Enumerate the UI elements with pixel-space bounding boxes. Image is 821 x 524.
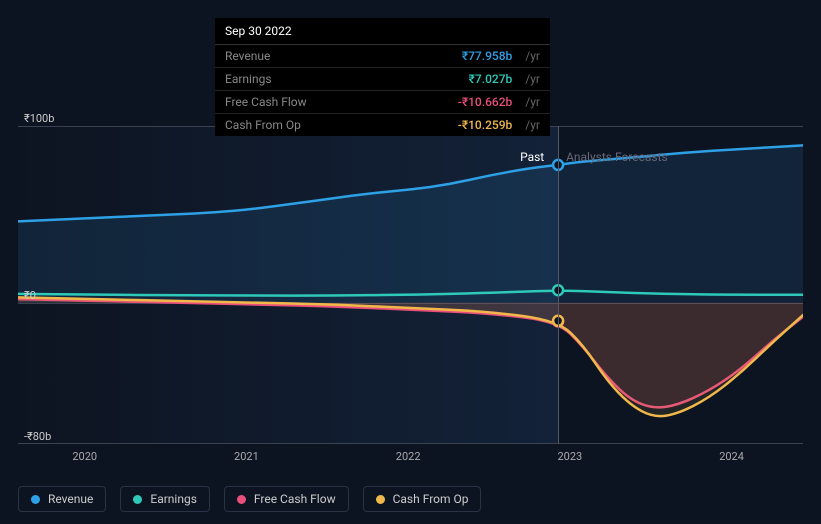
tooltip-row: Cash From Op -₹10.259b/yr: [215, 114, 550, 136]
y-tick-top: ₹100b: [24, 112, 54, 125]
tooltip-row-label: Earnings: [225, 72, 459, 86]
tooltip-row-unit: /yr: [525, 72, 540, 86]
chart-container: Sep 30 2022 Revenue ₹77.958b/yr Earnings ₹7…: [0, 0, 821, 524]
legend-item[interactable]: Earnings: [120, 486, 210, 512]
series-fill: [18, 145, 803, 302]
tooltip-row-value: -₹10.662b: [458, 95, 513, 109]
tooltip-row-value: ₹7.027b: [469, 72, 513, 86]
x-tick: 2023: [557, 450, 582, 463]
past-label: Past: [520, 150, 544, 164]
legend-label: Revenue: [48, 492, 93, 506]
tooltip-row-value: -₹10.259b: [458, 118, 513, 132]
tooltip-date: Sep 30 2022: [215, 18, 550, 45]
tooltip-row-label: Cash From Op: [225, 118, 448, 132]
tooltip-row: Revenue ₹77.958b/yr: [215, 45, 550, 68]
x-tick: 2021: [234, 450, 259, 463]
x-tick: 2022: [396, 450, 421, 463]
legend-label: Free Cash Flow: [254, 492, 336, 506]
tooltip-row: Free Cash Flow -₹10.662b/yr: [215, 91, 550, 114]
legend-swatch: [31, 495, 40, 504]
tooltip-row-label: Free Cash Flow: [225, 95, 448, 109]
legend-item[interactable]: Revenue: [18, 486, 106, 512]
legend-swatch: [133, 495, 142, 504]
legend: Revenue Earnings Free Cash Flow Cash From O…: [18, 486, 481, 512]
legend-label: Earnings: [150, 492, 197, 506]
forecast-label: Analysts Forecasts: [566, 150, 668, 164]
legend-label: Cash From Op: [393, 492, 469, 506]
tooltip-row-unit: /yr: [525, 118, 540, 132]
hover-vertical-line: [558, 126, 559, 444]
tooltip-row-unit: /yr: [525, 95, 540, 109]
tooltip-row-unit: /yr: [525, 49, 540, 63]
legend-item[interactable]: Free Cash Flow: [224, 486, 349, 512]
series-fill: [18, 297, 803, 416]
legend-swatch: [376, 495, 385, 504]
x-axis-ticks: 2020 2021 2022 2023 2024: [18, 450, 803, 470]
tooltip-row-value: ₹77.958b: [462, 49, 512, 63]
tooltip-row-label: Revenue: [225, 49, 452, 63]
tooltip-panel: Sep 30 2022 Revenue ₹77.958b/yr Earnings ₹7…: [215, 18, 550, 136]
legend-swatch: [237, 495, 246, 504]
chart-svg: [18, 126, 803, 444]
y-tick-bottom: -₹80b: [24, 430, 51, 443]
tooltip-row: Earnings ₹7.027b/yr: [215, 68, 550, 91]
chart-plot-area[interactable]: ₹100b ₹0 -₹80b Past Analysts Forecasts: [18, 126, 803, 444]
x-tick: 2024: [719, 450, 744, 463]
y-tick-zero: ₹0: [24, 289, 36, 302]
x-tick: 2020: [72, 450, 97, 463]
legend-item[interactable]: Cash From Op: [363, 486, 482, 512]
